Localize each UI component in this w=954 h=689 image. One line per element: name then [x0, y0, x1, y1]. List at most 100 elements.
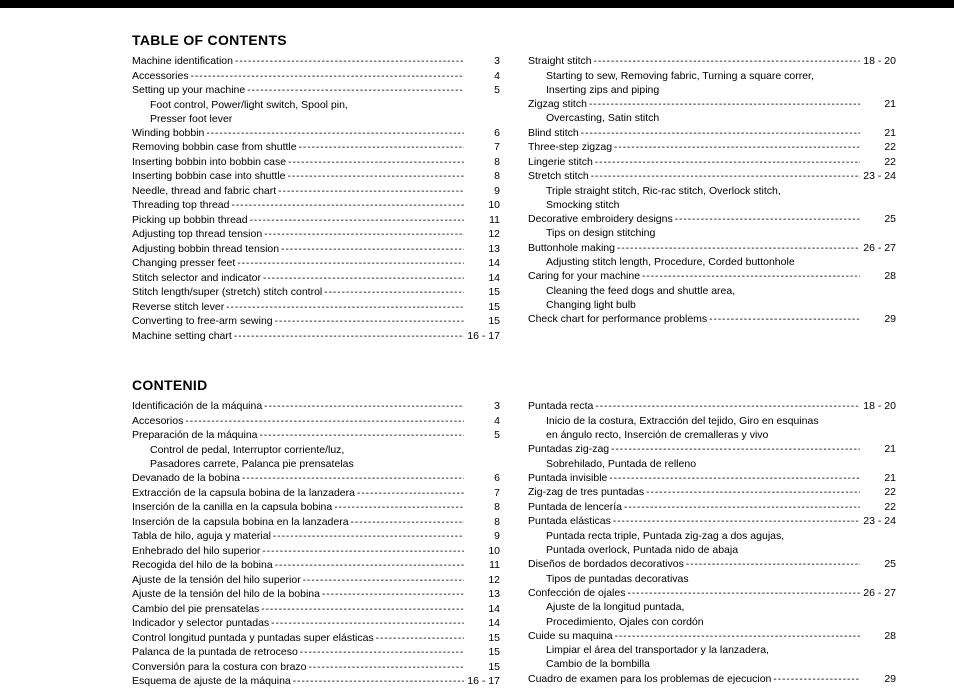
toc-entry-label: Stitch length/super (stretch) stitch con… [132, 285, 322, 299]
toc-entry: Setting up your machine-----------------… [132, 83, 500, 98]
toc-subline: Ajuste de la longitud puntada, [528, 600, 896, 614]
toc-entry-label: Puntadas zig-zag [528, 442, 609, 456]
toc-entry: Enhebrado del hilo superior-------------… [132, 544, 500, 559]
toc-entry-page: 12 [466, 227, 500, 241]
toc-entry-label: Three-step zigzag [528, 140, 612, 154]
toc-entry-page: 15 [466, 300, 500, 314]
toc-entry-page: 23 - 24 [862, 169, 896, 183]
toc-entry: Cuide su maquina------------------------… [528, 629, 896, 644]
column: Straight stitch-------------------------… [528, 54, 896, 343]
toc-entry-page: 5 [466, 83, 500, 97]
toc-entry-page: 22 [862, 500, 896, 514]
toc-entry: Check chart for performance problems----… [528, 312, 896, 327]
toc-entry-page: 15 [466, 285, 500, 299]
toc-subline: Puntada overlock, Puntada nido de abaja [528, 543, 896, 557]
toc-entry-label: Recogida del hilo de la bobina [132, 558, 273, 572]
toc-entry: Recogida del hilo de la bobina----------… [132, 558, 500, 573]
toc-subline: Overcasting, Satin stitch [528, 111, 896, 125]
toc-entry-page: 4 [466, 414, 500, 428]
toc-entry-page: 14 [466, 256, 500, 270]
toc-entry-label: Decorative embroidery designs [528, 212, 673, 226]
toc-leader: ----------------------------------------… [303, 574, 464, 588]
toc-entry: Puntadas zig-zag------------------------… [528, 442, 896, 457]
toc-entry: Inserting bobbin case into shuttle------… [132, 169, 500, 184]
toc-leader: ----------------------------------------… [260, 429, 465, 443]
toc-leader: ----------------------------------------… [591, 170, 860, 184]
toc-leader: ----------------------------------------… [281, 243, 464, 257]
toc-entry: Cambio del pie prensatelas--------------… [132, 602, 500, 617]
toc-entry: Converting to free-arm sewing-----------… [132, 314, 500, 329]
sections-root: TABLE OF CONTENTS Machine identification -… [132, 32, 896, 689]
toc-entry-label: Inserting bobbin into bobbin case [132, 155, 286, 169]
toc-leader: ----------------------------------------… [273, 530, 464, 544]
toc-entry: Stitch length/super (stretch) stitch con… [132, 285, 500, 300]
page: TABLE OF CONTENTS Machine identification -… [0, 0, 954, 662]
toc-entry: Accesorios------------------------------… [132, 414, 500, 429]
toc-entry-label: Ajuste de la tensión del hilo superior [132, 573, 301, 587]
toc-entry-label: Lingerie stitch [528, 155, 593, 169]
toc-entry: Inserción de la canilla en la capsula bo… [132, 500, 500, 515]
toc-entry: Indicador y selector puntadas-----------… [132, 616, 500, 631]
toc-entry: Puntada recta---------------------------… [528, 399, 896, 414]
toc-entry-page: 28 [862, 269, 896, 283]
toc-entry: Control longitud puntada y puntadas supe… [132, 631, 500, 646]
section-title: TABLE OF CONTENTS [132, 32, 896, 48]
toc-entry-label: Puntada de lencería [528, 500, 622, 514]
toc-subline: Changing light bulb [528, 298, 896, 312]
toc-section: TABLE OF CONTENTS Machine identification -… [132, 32, 896, 343]
toc-entry-page: 13 [466, 587, 500, 601]
toc-entry-label: Machine identification [132, 54, 233, 68]
toc-entry-label: Inserting bobbin case into shuttle [132, 169, 286, 183]
toc-entry: Picking up bobbin thread----------------… [132, 213, 500, 228]
toc-leader: ----------------------------------------… [242, 472, 464, 486]
toc-leader: ----------------------------------------… [595, 400, 860, 414]
toc-leader: ----------------------------------------… [595, 156, 860, 170]
column: Identificación de la máquina------------… [132, 399, 500, 688]
toc-entry: Identificación de la máquina------------… [132, 399, 500, 414]
toc-entry-label: Control longitud puntada y puntadas supe… [132, 631, 374, 645]
toc-entry: Puntada elásticas-----------------------… [528, 514, 896, 529]
column: Machine identification ------------------… [132, 54, 500, 343]
toc-entry-label: Tabla de hilo, aguja y material [132, 529, 271, 543]
toc-entry-page: 29 [862, 312, 896, 326]
toc-entry: Confección de ojales--------------------… [528, 586, 896, 601]
toc-entry: Machine identification------------------… [132, 54, 500, 69]
toc-leader: ----------------------------------------… [609, 472, 860, 486]
toc-entry-page: 15 [466, 631, 500, 645]
toc-entry-label: Adjusting top thread tension [132, 227, 262, 241]
toc-entry-label: Esquema de ajuste de la máquina [132, 674, 291, 688]
toc-leader: ----------------------------------------… [309, 661, 464, 675]
toc-leader: ----------------------------------------… [261, 603, 464, 617]
toc-entry-label: Blind stitch [528, 126, 579, 140]
toc-subline: Presser foot lever [132, 112, 500, 126]
toc-entry-label: Converting to free-arm sewing [132, 314, 273, 328]
toc-entry: Threading top thread--------------------… [132, 198, 500, 213]
toc-leader: ----------------------------------------… [351, 516, 464, 530]
toc-entry-page: 25 [862, 212, 896, 226]
toc-entry-page: 22 [862, 140, 896, 154]
columns: Identificación de la máquina------------… [132, 399, 896, 688]
toc-entry-page: 23 - 24 [862, 514, 896, 528]
toc-subline: Smocking stitch [528, 198, 896, 212]
toc-entry-label: Straight stitch [528, 54, 592, 68]
toc-entry: Three-step zigzag-----------------------… [528, 140, 896, 155]
toc-entry: Stitch selector and indicator-----------… [132, 271, 500, 286]
toc-subline: Tips on design stitching [528, 226, 896, 240]
toc-entry-page: 16 - 17 [466, 329, 500, 343]
toc-entry-label: Inserción de la canilla en la capsula bo… [132, 500, 332, 514]
toc-entry-label: Devanado de la bobina [132, 471, 240, 485]
toc-leader: ----------------------------------------… [594, 55, 860, 69]
toc-subline: Inicio de la costura, Extracción del tej… [528, 414, 896, 428]
toc-entry-label: Indicador y selector puntadas [132, 616, 269, 630]
toc-entry-page: 9 [466, 184, 500, 198]
toc-entry-label: Picking up bobbin thread [132, 213, 248, 227]
toc-leader: ----------------------------------------… [611, 443, 860, 457]
toc-subline: Adjusting stitch length, Procedure, Cord… [528, 255, 896, 269]
toc-subline: Procedimiento, Ojales con cordón [528, 615, 896, 629]
toc-entry: Blind stitch----------------------------… [528, 126, 896, 141]
toc-subline: Tipos de puntadas decorativas [528, 572, 896, 586]
toc-entry-page: 22 [862, 485, 896, 499]
toc-entry-label: Setting up your machine [132, 83, 245, 97]
toc-leader: ----------------------------------------… [614, 141, 860, 155]
toc-entry-page: 3 [466, 399, 500, 413]
